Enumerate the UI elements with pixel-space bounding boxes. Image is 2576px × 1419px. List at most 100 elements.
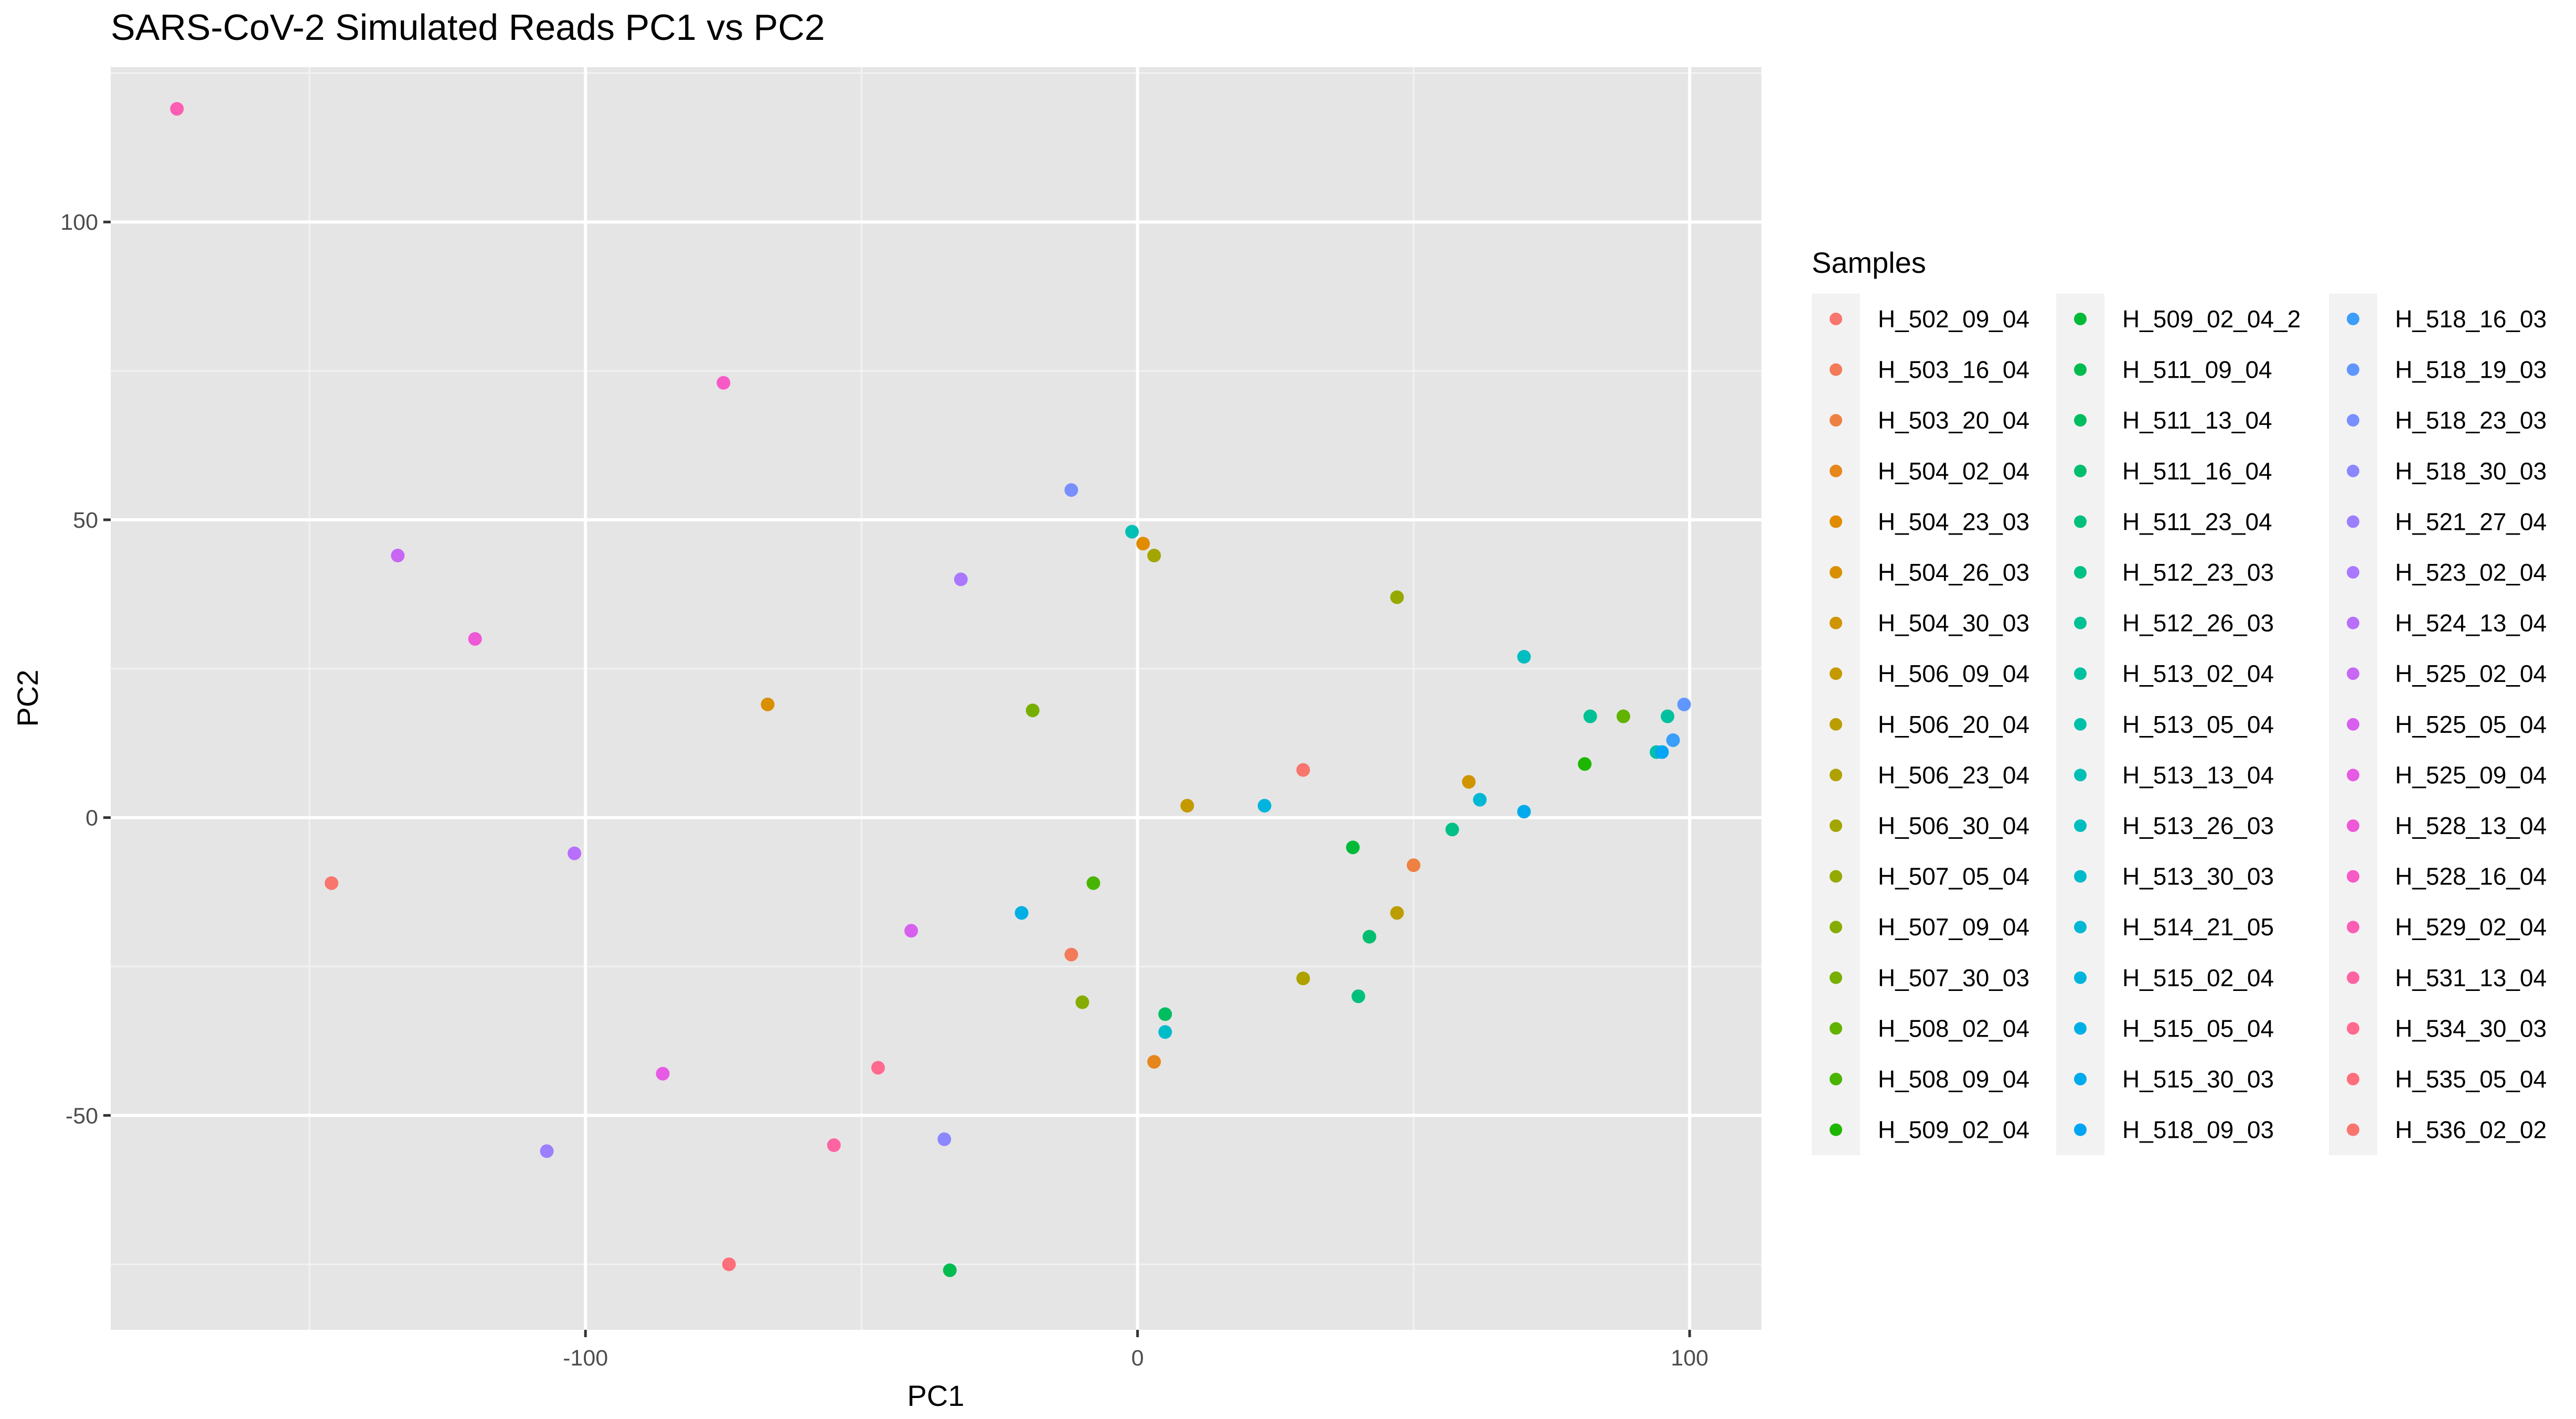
legend-key xyxy=(2074,667,2087,680)
legend-key xyxy=(2074,515,2087,528)
data-point xyxy=(1390,590,1404,604)
y-tick-label: 100 xyxy=(60,210,98,235)
legend: H_502_09_04 H_503_16_04 H_503_20_04 H_504_0… xyxy=(1812,293,2547,1155)
data-point xyxy=(1296,763,1310,777)
data-point xyxy=(1616,709,1630,723)
legend-label: H_534_30_03 xyxy=(2395,1015,2547,1042)
data-point xyxy=(568,846,582,860)
legend-label: H_506_23_04 xyxy=(1878,761,2029,788)
legend-label: H_504_30_03 xyxy=(1878,610,2029,637)
legend-key xyxy=(1830,616,1842,630)
data-point xyxy=(1583,709,1597,723)
data-point xyxy=(468,632,482,646)
data-point xyxy=(871,1061,885,1075)
legend-label: H_518_30_03 xyxy=(2395,457,2547,485)
legend-label: H_531_13_04 xyxy=(2395,964,2547,991)
data-point xyxy=(540,1144,554,1158)
data-point xyxy=(1014,906,1029,920)
plot-panel xyxy=(111,67,1761,1330)
legend-label: H_524_13_04 xyxy=(2395,610,2547,637)
chart-title: SARS-CoV-2 Simulated Reads PC1 vs PC2 xyxy=(111,7,825,48)
data-point xyxy=(1125,525,1139,539)
legend-key xyxy=(2347,870,2359,883)
legend-label: H_508_02_04 xyxy=(1878,1015,2029,1042)
legend-key xyxy=(2347,769,2359,782)
legend-key xyxy=(2074,1073,2087,1085)
legend-label: H_512_23_03 xyxy=(2122,559,2274,586)
legend-label: H_504_23_03 xyxy=(1878,508,2029,535)
data-point xyxy=(954,572,968,586)
legend-key xyxy=(2347,414,2359,427)
legend-label: H_525_02_04 xyxy=(2395,660,2547,687)
legend-label: H_518_19_03 xyxy=(2395,356,2547,383)
data-point xyxy=(1064,483,1078,497)
legend-label: H_503_16_04 xyxy=(1878,356,2029,383)
legend-label: H_506_30_04 xyxy=(1878,812,2029,839)
legend-key xyxy=(2347,363,2359,376)
legend-key xyxy=(2347,667,2359,680)
legend-label: H_518_16_03 xyxy=(2395,305,2547,333)
legend-label: H_511_23_04 xyxy=(2122,508,2272,535)
legend-label: H_535_05_04 xyxy=(2395,1065,2547,1093)
legend-label: H_507_05_04 xyxy=(1878,863,2029,890)
data-point xyxy=(1180,798,1194,813)
legend-label: H_504_26_03 xyxy=(1878,559,2029,586)
legend-key xyxy=(2074,464,2087,477)
minor-gridlines xyxy=(111,67,1761,1330)
legend-key xyxy=(2347,1022,2359,1035)
legend-key xyxy=(2347,566,2359,579)
y-tick-label: 50 xyxy=(73,508,98,533)
legend-label: H_515_05_04 xyxy=(2122,1015,2274,1042)
legend-key xyxy=(2074,1022,2087,1035)
legend-label: H_504_02_04 xyxy=(1878,457,2029,485)
major-gridlines xyxy=(111,67,1761,1330)
data-point xyxy=(1351,989,1365,1004)
x-axis-title: PC1 xyxy=(907,1379,965,1412)
legend-label: H_518_09_03 xyxy=(2122,1116,2274,1144)
data-point xyxy=(1677,697,1691,711)
legend-label: H_502_09_04 xyxy=(1878,305,2029,333)
legend-label: H_515_30_03 xyxy=(2122,1065,2274,1093)
legend-key xyxy=(2074,870,2087,883)
data-point xyxy=(1075,995,1089,1009)
data-points xyxy=(170,102,1691,1277)
data-point xyxy=(1296,972,1310,986)
legend-label: H_507_09_04 xyxy=(1878,913,2029,941)
legend-key xyxy=(1830,769,1842,782)
data-point xyxy=(937,1132,952,1146)
legend-label: H_503_20_04 xyxy=(1878,407,2029,434)
data-point xyxy=(904,924,918,938)
legend-label: H_525_05_04 xyxy=(2395,711,2547,738)
data-point xyxy=(722,1257,736,1272)
data-point xyxy=(391,549,405,563)
legend-key xyxy=(2347,464,2359,477)
legend-key xyxy=(2074,616,2087,630)
legend-key xyxy=(2347,819,2359,832)
legend-key xyxy=(2074,971,2087,984)
data-point xyxy=(1390,906,1404,920)
legend-label: H_513_05_04 xyxy=(2122,711,2274,738)
legend-key xyxy=(1830,414,1842,427)
data-point xyxy=(1517,650,1531,664)
x-axis: -100 0 100 xyxy=(563,1330,1708,1371)
data-point xyxy=(1025,703,1040,718)
data-point xyxy=(1462,775,1476,789)
legend-key xyxy=(2074,414,2087,427)
y-tick-label: 0 xyxy=(85,806,98,831)
legend-key xyxy=(1830,515,1842,528)
data-point xyxy=(1666,733,1680,747)
legend-key xyxy=(1830,566,1842,579)
legend-label: H_507_30_03 xyxy=(1878,964,2029,991)
data-point xyxy=(1257,798,1271,813)
legend-label: H_515_02_04 xyxy=(2122,964,2274,991)
data-point xyxy=(761,697,775,711)
x-tick-label: 0 xyxy=(1131,1346,1144,1371)
data-point xyxy=(827,1138,841,1153)
y-tick-label: -50 xyxy=(66,1103,98,1128)
legend-label: H_514_21_05 xyxy=(2122,913,2274,941)
legend-key xyxy=(1830,464,1842,477)
legend-key xyxy=(2074,921,2087,934)
legend-key xyxy=(2074,363,2087,376)
x-tick-label: -100 xyxy=(563,1346,608,1371)
